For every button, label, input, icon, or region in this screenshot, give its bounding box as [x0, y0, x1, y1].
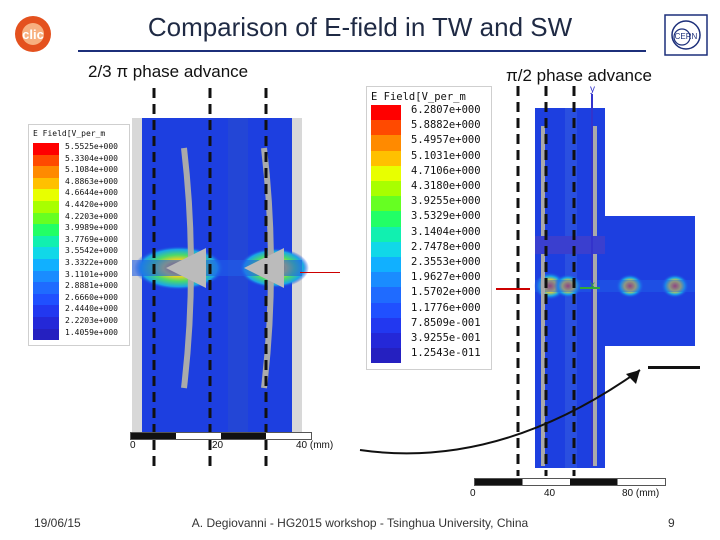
left-legend-value: 4.2203e+000 [65, 211, 118, 221]
right-legend-swatch [371, 181, 401, 197]
left-legend-swatch [33, 235, 59, 248]
left-legend-value: 5.1084e+000 [65, 165, 118, 175]
right-legend-swatch [371, 333, 401, 349]
page-number: 9 [668, 516, 675, 530]
cern-logo-icon: CERN [664, 14, 708, 56]
left-legend-swatch [33, 212, 59, 225]
footer-center-text: A. Degiovanni - HG2015 workshop - Tsingh… [191, 516, 529, 530]
left-legend-swatch [33, 270, 59, 283]
left-legend-swatch [33, 154, 59, 167]
left-legend-swatch [33, 166, 59, 178]
left-legend: E Field[V_per_m 5.5525e+000 5.3304e+000 5.… [28, 124, 130, 346]
left-legend-value: 4.6644e+000 [65, 188, 118, 198]
right-legend-swatch [371, 287, 401, 303]
right-legend-value: 6.2807e+000 [411, 104, 481, 116]
right-legend-swatch [371, 302, 401, 318]
left-legend-swatch [33, 305, 59, 317]
zoom-reference-bar [648, 366, 700, 369]
clic-logo-icon: clic [15, 16, 51, 52]
right-legend-swatch [371, 150, 401, 166]
left-legend-swatch [33, 328, 59, 341]
left-axis-tick-1: 20 [212, 440, 224, 451]
left-axis-tick-0: 0 [130, 440, 136, 451]
left-legend-value: 2.6660e+000 [65, 292, 118, 302]
right-legend-value: 4.3180e+000 [411, 180, 481, 192]
right-legend-value: 3.9255e+000 [411, 195, 481, 208]
left-legend-header: E Field[V_per_m [33, 129, 106, 138]
right-axis-tick-0: 0 [470, 488, 476, 499]
right-y-axis-label: y [590, 84, 595, 95]
right-legend-value: 2.7478e+000 [411, 240, 481, 253]
left-legend-value: 1.4059e+000 [65, 327, 118, 337]
left-legend-value: 2.4440e+000 [65, 304, 118, 314]
left-legend-swatch [33, 143, 59, 155]
right-legend-value: 3.1404e+000 [411, 225, 481, 238]
left-legend-value: 3.1101e+000 [65, 269, 118, 279]
right-subtitle: π/2 phase advance [506, 66, 652, 85]
left-legend-value: 5.3304e+000 [65, 153, 118, 163]
left-legend-value: 3.7769e+000 [65, 234, 118, 244]
left-legend-swatch [33, 282, 59, 294]
left-axis-bar [130, 432, 312, 440]
right-legend-value: 1.5702e+000 [411, 286, 481, 299]
right-x-axis-label: x [590, 280, 595, 291]
left-legend-value: 4.4420e+000 [65, 200, 118, 209]
right-legend-value: 5.1031e+000 [411, 149, 481, 162]
right-legend-value: 3.9255e-001 [411, 332, 481, 344]
left-legend-value: 4.8863e+000 [65, 176, 118, 186]
right-marker-line [496, 288, 530, 290]
right-legend-swatch [371, 135, 401, 151]
right-legend-value: 3.5329e+000 [411, 210, 481, 223]
footer-date: 19/06/15 [34, 516, 81, 530]
left-legend-swatch [33, 201, 59, 213]
right-legend-swatch [371, 105, 401, 121]
left-legend-value: 3.5542e+000 [65, 246, 118, 256]
right-legend-swatch [371, 211, 401, 227]
left-axis-tick-2: 40 (mm) [296, 440, 334, 451]
right-legend-value: 7.8509e-001 [411, 316, 481, 329]
right-legend-swatch [371, 348, 401, 364]
right-legend-value: 5.4957e+000 [411, 134, 481, 147]
left-legend-swatch [33, 224, 59, 236]
left-legend-swatch [33, 293, 59, 306]
left-legend-value: 2.2203e+000 [65, 316, 118, 325]
right-legend-value: 1.1776e+000 [411, 301, 481, 314]
left-legend-swatch [33, 247, 59, 259]
right-legend-value: 2.3553e+000 [411, 256, 481, 268]
svg-text:clic: clic [22, 27, 44, 42]
right-legend-swatch [371, 272, 401, 288]
right-legend-value: 1.9627e+000 [411, 271, 481, 284]
right-legend-swatch [371, 257, 401, 273]
right-legend-swatch [371, 196, 401, 212]
title-divider [78, 50, 646, 52]
left-marker-line [300, 272, 340, 273]
left-legend-value: 5.5525e+000 [65, 142, 118, 151]
right-legend-swatch [371, 120, 401, 136]
right-legend-value: 4.7106e+000 [411, 164, 481, 177]
right-axis-tick-1: 40 [544, 488, 556, 499]
left-legend-swatch [33, 317, 59, 329]
left-field-plot [132, 118, 309, 438]
right-legend-swatch [371, 317, 401, 333]
right-legend-header: E Field[V_per_m [371, 91, 466, 103]
right-legend-swatch [371, 241, 401, 257]
zoom-arrow-icon [359, 369, 641, 455]
left-legend-swatch [33, 189, 59, 201]
left-legend-value: 3.3322e+000 [65, 258, 118, 267]
right-legend: E Field[V_per_m 6.2807e+000 5.8882e+000 5.… [366, 86, 492, 370]
left-legend-value: 2.8881e+000 [65, 281, 118, 291]
left-legend-swatch [33, 259, 59, 271]
right-legend-swatch [371, 165, 401, 181]
right-legend-value: 1.2543e-011 [411, 347, 481, 360]
right-legend-value: 5.8882e+000 [411, 119, 481, 132]
left-dashed-guides [152, 88, 268, 468]
slide-title: Comparison of E-field in TW and SW [147, 12, 573, 42]
right-axis-bar [474, 478, 666, 486]
right-axis-tick-2: 80 (mm) [622, 488, 660, 499]
svg-text:CERN: CERN [675, 32, 698, 41]
right-legend-swatch [371, 226, 401, 242]
left-legend-swatch [33, 177, 59, 190]
left-subtitle: 2/3 π phase advance [88, 62, 249, 81]
left-legend-value: 3.9989e+000 [65, 223, 118, 233]
